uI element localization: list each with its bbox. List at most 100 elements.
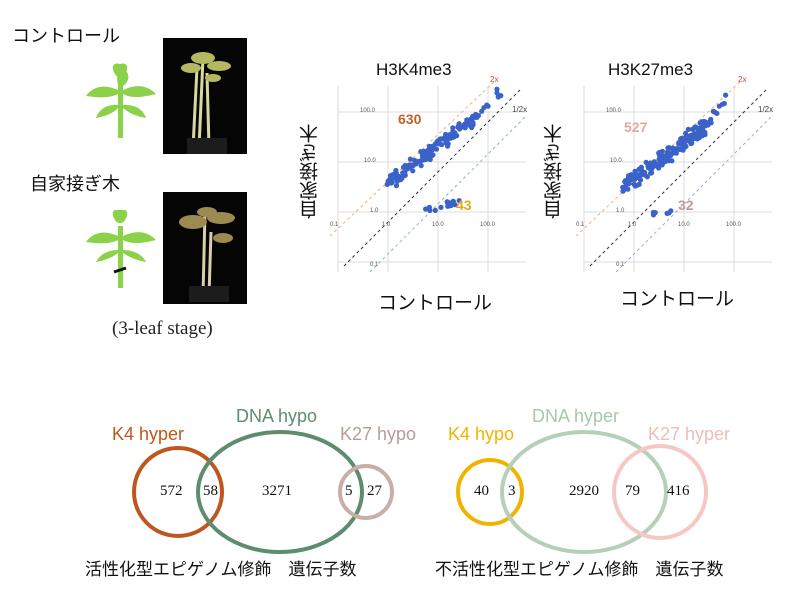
- plot2-upper-point: [636, 166, 642, 172]
- graft-mark: [113, 266, 127, 274]
- venn-right-dna-k27: 79: [625, 483, 640, 499]
- plot1-upper-point: [445, 143, 451, 149]
- venn-right-k4-circle: [456, 458, 524, 526]
- venn-right-k27-circle: [612, 444, 708, 540]
- plot1-ytick-100: 100.0: [360, 108, 376, 114]
- plot1-xtick-100: 100.0: [480, 222, 496, 228]
- plot1-upper-point: [439, 142, 445, 148]
- plot1-xlabel: コントロール: [378, 292, 493, 314]
- plot2-upper-point: [643, 159, 649, 165]
- plot1-lower-count: 43: [456, 197, 472, 213]
- plot2-upper-point: [642, 172, 648, 178]
- plot2-upper-point: [695, 130, 701, 136]
- plot2-title: H3K27me3: [608, 60, 694, 79]
- plot2-upper-count: 527: [624, 119, 648, 135]
- plot2-upper-point: [679, 139, 685, 145]
- plot1-upper-point: [485, 103, 491, 109]
- plot2-upper-point: [699, 123, 705, 129]
- plot1-upper-point: [421, 155, 427, 161]
- plot1-2x-label: 2x: [490, 76, 498, 84]
- plot1-upper-point: [494, 86, 500, 92]
- plot2-upper-point: [680, 143, 686, 149]
- plot2-upper-point: [648, 164, 654, 170]
- plot2-upper-point: [714, 110, 720, 116]
- plot1-upper-point: [451, 130, 457, 136]
- plot2-upper-point: [625, 186, 631, 192]
- plot2-lower-point: [664, 210, 670, 216]
- plot1-ytick-01: 0.1: [370, 262, 379, 268]
- plot2-upper-point: [669, 158, 675, 164]
- control-plant-photo: [163, 38, 247, 154]
- plot1-xtick-10: 10.0: [432, 222, 444, 228]
- plot2-upper-point: [708, 116, 714, 122]
- venn-right-dna-label: DNA hyper: [532, 406, 620, 426]
- plot2-upper-point: [672, 150, 678, 156]
- venn-left-k27-only: 27: [367, 483, 382, 499]
- plot2-ytick-01: 0.1: [616, 262, 625, 268]
- plot1-lower-point: [432, 207, 438, 213]
- stage-label: (3-leaf stage): [112, 318, 213, 339]
- venn-right-k4-dna: 3: [508, 483, 516, 499]
- plot2-xtick-10: 10.0: [678, 222, 690, 228]
- plot2-scatter: 2x 1/2x 100.0 10.0 1.0 0.1 0.1 1.0 10.0 …: [576, 76, 773, 273]
- plot2-upper-point: [661, 157, 667, 163]
- plot1-xtick-01: 0.1: [330, 222, 339, 228]
- plot1-upper-point: [407, 156, 413, 162]
- plot1-upper-point: [474, 113, 480, 119]
- plot1-upper-point: [445, 133, 451, 139]
- plot1-upper-point: [418, 163, 424, 169]
- plot1-upper-point: [403, 163, 409, 169]
- plot2-upper-point: [675, 146, 681, 152]
- plot2-upper-point: [685, 126, 691, 132]
- plot1-ylabel: 自家接ぎ木: [299, 124, 321, 219]
- graft-label: 自家接ぎ木: [30, 174, 120, 195]
- plot1-ytick-1: 1.0: [370, 208, 379, 214]
- graft-seedling-illustration: [86, 210, 156, 288]
- plot1-xtick-1: 1.0: [382, 222, 391, 228]
- plot1-upper-point: [495, 94, 501, 100]
- plot2-upper-point: [631, 174, 637, 181]
- plot1-upper-point: [392, 170, 399, 176]
- plot2-upper-point: [705, 122, 711, 128]
- venn-right-dna-circle: [500, 430, 668, 554]
- plot1-upper-point: [494, 90, 500, 96]
- plot1-upper-point: [425, 151, 431, 157]
- plot1-upper-point: [417, 159, 423, 165]
- plot2-upper-point: [636, 181, 642, 187]
- venn-right-k27-only: 416: [667, 483, 690, 499]
- venn-left-k4-label: K4 hyper: [112, 424, 185, 444]
- plot2-ytick-100: 100.0: [606, 108, 622, 114]
- plot1-lower-point: [427, 207, 433, 214]
- plot2-upper-point: [723, 92, 729, 98]
- plot2-upper-point: [627, 172, 634, 178]
- plot2-upper-point: [684, 137, 690, 143]
- venn-left-k27-label: K27 hypo: [340, 424, 417, 444]
- venn-right-diagram: [456, 430, 708, 554]
- plot1-upper-point: [451, 134, 457, 140]
- plot2-upper-point: [626, 180, 632, 187]
- control-label: コントロール: [12, 26, 120, 47]
- venn-left-dna-label: DNA hypo: [236, 406, 318, 426]
- plot2-ylabel: 自家接ぎ木: [543, 124, 565, 219]
- venn-left-dna-circle: [196, 430, 364, 554]
- plot2-upper-point: [666, 153, 672, 159]
- venn-left-k27-circle: [338, 464, 394, 520]
- venn-right-dna-only: 2920: [569, 483, 599, 499]
- venn-right-k4-label: K4 hypo: [448, 424, 515, 444]
- venn-left-dna-k27: 5: [345, 483, 353, 499]
- plot2-xlabel: コントロール: [620, 288, 735, 310]
- plot2-xtick-1: 1.0: [628, 222, 637, 228]
- plot2-upper-point: [665, 145, 671, 151]
- plot2-upper-point: [632, 168, 638, 174]
- plot2-upper-point: [690, 136, 696, 142]
- plot1-upper-point: [470, 113, 476, 119]
- plot1-lower-point: [444, 199, 450, 205]
- venn-right-caption: 不活性化型エピゲノム修飾 遺伝子数: [435, 560, 724, 580]
- venn-left-dna-only: 3271: [262, 483, 292, 499]
- plot1-upper-count: 630: [398, 111, 422, 127]
- venn-left-k4-circle: [132, 446, 224, 538]
- plot2-lower-point: [652, 210, 658, 216]
- plot2-upper-point: [656, 161, 662, 167]
- plot1-scatter: 2x 1/2x 100.0 10.0 1.0 0.1 0.1 1.0 10.0 …: [330, 76, 527, 273]
- plot1-half-label: 1/2x: [512, 105, 527, 114]
